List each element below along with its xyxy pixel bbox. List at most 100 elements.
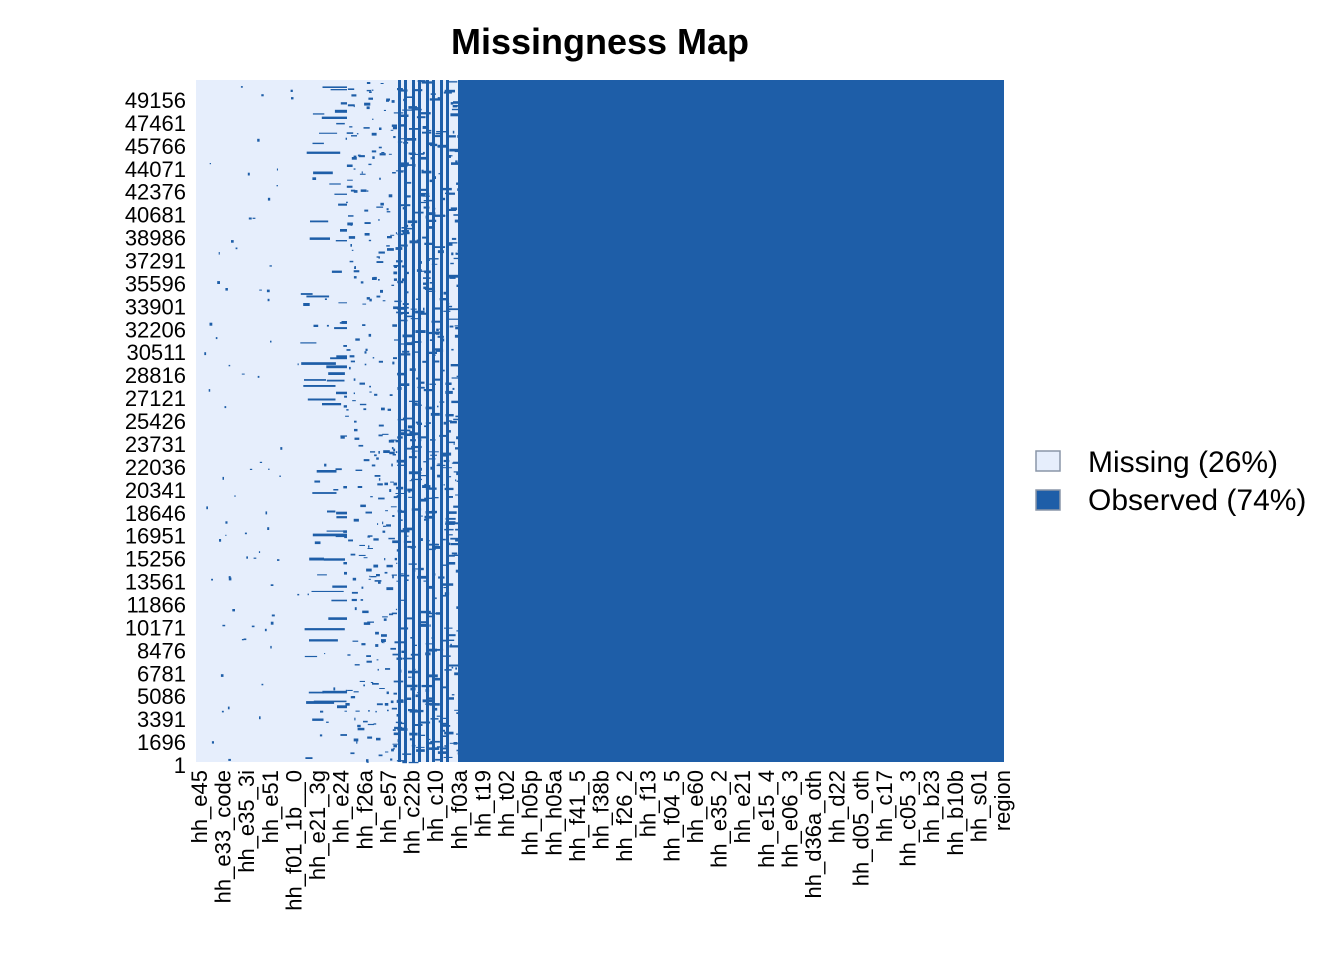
dense-streak xyxy=(452,130,455,134)
dense-streak xyxy=(348,215,354,217)
dense-streak xyxy=(361,643,366,646)
mid-streak xyxy=(327,510,336,513)
dense-streak xyxy=(402,417,414,420)
observed-layer xyxy=(204,80,1004,764)
x-tick-label: hh_e45 xyxy=(187,770,212,843)
dense-streak xyxy=(347,88,355,90)
dense-streak xyxy=(444,745,446,748)
mid-streak xyxy=(317,574,327,576)
dense-streak xyxy=(454,325,460,327)
dense-streak xyxy=(450,543,459,546)
dense-streak xyxy=(378,251,385,254)
observed-column xyxy=(412,80,415,762)
dense-streak xyxy=(379,177,381,180)
dense-streak xyxy=(386,691,389,695)
dense-streak xyxy=(362,324,366,326)
dense-streak xyxy=(356,741,358,744)
dense-streak xyxy=(413,644,417,646)
dense-streak xyxy=(454,672,460,676)
dense-streak xyxy=(402,334,414,338)
dense-streak xyxy=(376,574,380,577)
mid-streak xyxy=(303,385,336,387)
sparse-streak xyxy=(297,593,300,596)
dense-streak xyxy=(408,676,412,678)
mid-streak xyxy=(333,489,339,491)
dense-streak xyxy=(392,748,395,750)
dense-streak xyxy=(435,332,440,335)
dense-streak xyxy=(450,102,454,105)
y-axis-ticks: 4915647461457664407142376406813898637291… xyxy=(125,88,186,778)
dense-streak xyxy=(435,349,444,352)
dense-streak xyxy=(404,617,415,620)
dense-streak xyxy=(430,412,440,416)
dense-streak xyxy=(390,129,394,131)
mid-streak xyxy=(310,220,329,223)
dense-streak xyxy=(454,334,460,338)
dense-streak xyxy=(377,523,379,525)
dense-streak xyxy=(449,325,454,328)
dense-streak xyxy=(420,538,423,541)
dense-streak xyxy=(369,91,372,93)
x-tick-label: hh_e51 xyxy=(258,770,283,843)
sparse-streak xyxy=(228,576,231,579)
dense-streak xyxy=(453,505,460,508)
sparse-streak xyxy=(208,389,211,392)
dense-streak xyxy=(450,420,457,424)
mid-streak xyxy=(303,303,310,306)
dense-streak xyxy=(374,475,381,477)
mid-streak xyxy=(344,395,347,398)
dense-streak xyxy=(368,97,373,100)
dense-streak xyxy=(383,109,386,111)
dense-streak xyxy=(378,754,383,757)
dense-streak xyxy=(397,464,406,466)
dense-streak xyxy=(441,639,448,642)
dense-streak xyxy=(404,433,416,436)
dense-streak xyxy=(362,610,369,614)
dense-streak xyxy=(410,637,413,639)
dense-streak xyxy=(363,127,370,129)
dense-streak xyxy=(372,683,379,685)
dense-streak xyxy=(386,587,394,591)
dense-streak xyxy=(401,227,405,229)
sparse-streak xyxy=(258,551,261,553)
dense-streak xyxy=(437,405,439,408)
sparse-streak xyxy=(241,373,245,375)
mid-streak xyxy=(312,177,317,180)
dense-streak xyxy=(366,89,372,92)
dense-streak xyxy=(390,439,397,441)
dense-streak xyxy=(448,242,458,244)
dense-streak xyxy=(426,142,436,145)
dense-streak xyxy=(446,697,454,700)
dense-streak xyxy=(422,360,429,363)
dense-streak xyxy=(427,226,433,229)
dense-streak xyxy=(412,568,423,570)
dense-streak xyxy=(446,81,458,83)
dense-streak xyxy=(426,129,432,132)
mid-streak xyxy=(338,302,347,304)
mid-streak xyxy=(326,530,347,532)
plot-area xyxy=(196,80,1004,764)
y-tick-label: 6781 xyxy=(137,661,186,686)
dense-streak xyxy=(398,319,408,322)
dense-streak xyxy=(349,260,354,263)
dense-streak xyxy=(419,387,425,389)
sparse-streak xyxy=(291,97,294,100)
dense-streak xyxy=(417,436,427,439)
dense-streak xyxy=(401,650,406,653)
dense-streak xyxy=(428,742,433,745)
dense-streak xyxy=(439,751,448,754)
dense-streak xyxy=(390,506,397,508)
dense-streak xyxy=(448,274,459,278)
dense-streak xyxy=(455,539,460,542)
sparse-streak xyxy=(219,539,222,542)
dense-streak xyxy=(361,171,363,174)
dense-streak xyxy=(426,458,436,460)
dense-streak xyxy=(392,361,395,365)
y-tick-label: 35596 xyxy=(125,271,186,296)
mid-streak xyxy=(313,324,319,327)
dense-streak xyxy=(402,278,405,282)
mid-streak xyxy=(313,171,333,175)
dense-streak xyxy=(455,569,460,573)
dense-streak xyxy=(353,378,356,381)
